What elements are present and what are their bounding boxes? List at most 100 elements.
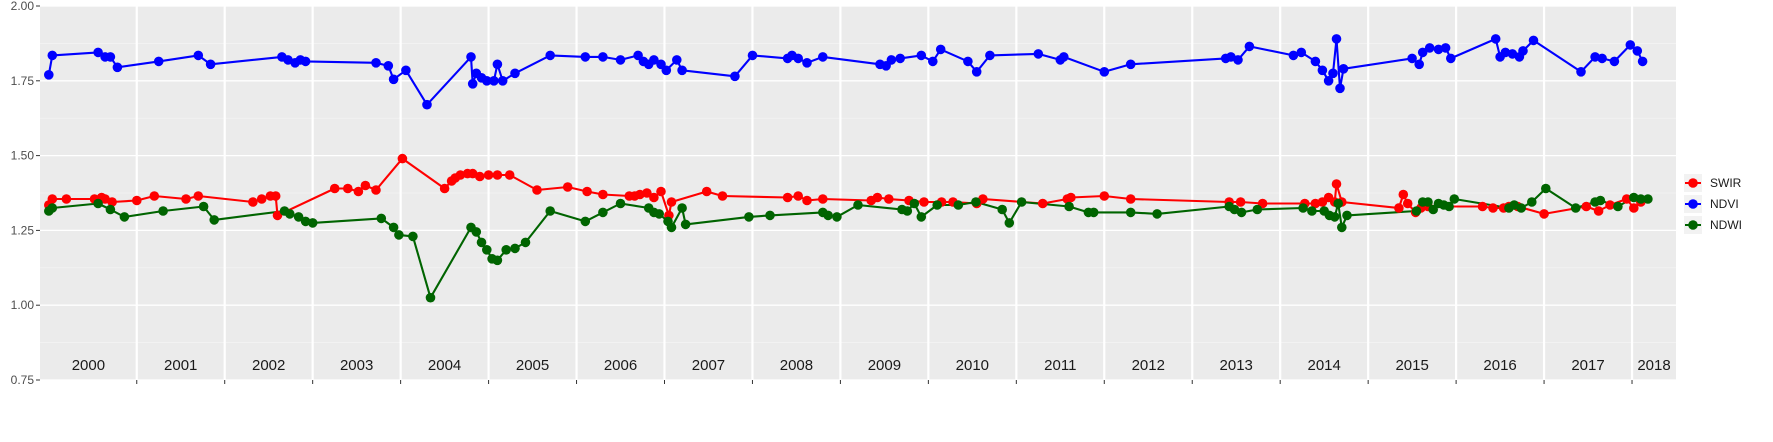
year-label: 2008: [780, 357, 813, 374]
legend-label-swir: SWIR: [1710, 176, 1742, 190]
swir-data-point: [492, 170, 503, 180]
swir-data-point: [598, 189, 608, 200]
y-axis-tick-label: 1.25: [11, 223, 35, 237]
ndvi-data-point: [422, 99, 432, 110]
swir-data-point: [353, 186, 364, 197]
year-label: 2012: [1132, 357, 1165, 374]
ndvi-data-point: [1528, 35, 1539, 46]
ndvi-data-point: [730, 71, 740, 82]
ndvi-data-point: [1033, 49, 1044, 59]
ndwi-data-point: [1125, 207, 1136, 218]
swir-data-point: [1066, 192, 1076, 203]
ndvi-data-point: [467, 79, 478, 89]
swir-data-point: [642, 188, 652, 198]
ndwi-data-point: [425, 292, 436, 303]
ndvi-data-point: [300, 56, 311, 67]
swir-data-point: [483, 170, 494, 180]
swir-data-point: [656, 186, 666, 197]
ndvi-data-point: [963, 56, 973, 67]
ndvi-data-point: [580, 52, 591, 62]
swir-data-point: [360, 180, 371, 191]
swir-data-point: [107, 197, 117, 207]
ndwi-data-point: [1516, 203, 1526, 213]
ndwi-data-point: [615, 198, 626, 209]
swir-data-point: [1125, 194, 1136, 204]
ndwi-data-point: [492, 255, 503, 266]
ndwi-data-point: [1636, 194, 1646, 204]
year-label: 2006: [604, 357, 637, 374]
year-label: 2016: [1483, 357, 1516, 374]
ndwi-data-point: [598, 207, 608, 218]
ndwi-data-point: [1595, 195, 1606, 206]
ndvi-data-point: [916, 50, 927, 61]
swir-data-point: [1398, 189, 1409, 200]
ndwi-data-point: [307, 218, 318, 228]
swir-data-point: [47, 194, 58, 204]
swir-data-point: [475, 171, 485, 182]
ndwi-data-point: [1236, 207, 1247, 218]
ndwi-data-point: [1541, 183, 1551, 194]
y-axis-ticks: [36, 5, 40, 381]
ndwi-data-point: [580, 216, 591, 227]
year-label: 2017: [1571, 357, 1604, 374]
ndvi-data-point: [985, 50, 995, 61]
ndwi-data-point: [293, 212, 304, 222]
swir-data-point: [1581, 201, 1592, 212]
ndvi-data-point: [1632, 46, 1643, 56]
ndwi-data-point: [1570, 203, 1581, 213]
legend-label-ndvi: NDVI: [1710, 197, 1739, 211]
ndvi-data-point: [205, 59, 216, 70]
ndvi-data-point: [93, 47, 103, 58]
ndvi-data-point: [1338, 64, 1349, 74]
swir-data-point: [256, 194, 267, 204]
swir-data-point: [1331, 179, 1342, 189]
ndvi-data-point: [497, 76, 508, 86]
ndvi-data-point: [388, 74, 399, 85]
ndvi-data-point: [401, 65, 411, 76]
legend-label-ndwi: NDWI: [1710, 218, 1742, 232]
year-label: 2009: [868, 357, 901, 374]
ndvi-data-point: [935, 44, 946, 55]
ndvi-data-point: [193, 50, 204, 61]
ndwi-data-point: [1423, 197, 1433, 207]
legend: SWIR NDVI NDWI: [1684, 174, 1742, 234]
ndvi-data-point: [153, 56, 164, 67]
ndvi-data-point: [793, 53, 803, 64]
swir-data-point: [132, 195, 142, 206]
ndwi-data-point: [677, 203, 687, 213]
swir-data-point: [793, 191, 803, 201]
swir-data-point: [371, 185, 381, 195]
ndvi-data-point: [598, 52, 608, 62]
ndwi-data-point: [1329, 212, 1340, 222]
swir-data-point: [439, 183, 450, 194]
ndwi-data-point: [520, 237, 531, 248]
ndwi-data-point: [93, 198, 103, 209]
ndvi-data-point: [1414, 59, 1424, 70]
ndvi-data-point: [895, 53, 905, 64]
swir-data-point: [717, 191, 728, 201]
ndvi-data-point: [615, 55, 626, 65]
ndvi-data-point: [1331, 34, 1342, 44]
ndwi-data-point: [853, 200, 863, 210]
swir-data-point: [666, 197, 677, 207]
ndvi-data-point: [545, 50, 555, 61]
swir-data-point: [504, 170, 515, 180]
ndwi-data-point: [408, 231, 418, 242]
legend-key-marker-ndwi: [1688, 220, 1698, 230]
ndwi-data-point: [105, 204, 116, 215]
ndvi-data-point: [1099, 67, 1110, 77]
year-label: 2003: [340, 357, 373, 374]
ndvi-data-point: [1317, 65, 1328, 76]
ndvi-data-point: [1407, 53, 1417, 64]
swir-data-point: [1394, 203, 1404, 213]
ndvi-data-point: [886, 55, 897, 65]
ndwi-data-point: [1064, 201, 1074, 212]
swir-data-point: [1235, 197, 1246, 207]
swir-data-point: [455, 170, 466, 180]
ndwi-data-point: [1088, 207, 1099, 218]
ndwi-data-point: [1643, 194, 1653, 204]
swir-data-point: [1037, 198, 1048, 209]
year-label: 2005: [516, 357, 549, 374]
ndvi-data-point: [1323, 76, 1334, 86]
swir-data-point: [532, 185, 542, 195]
